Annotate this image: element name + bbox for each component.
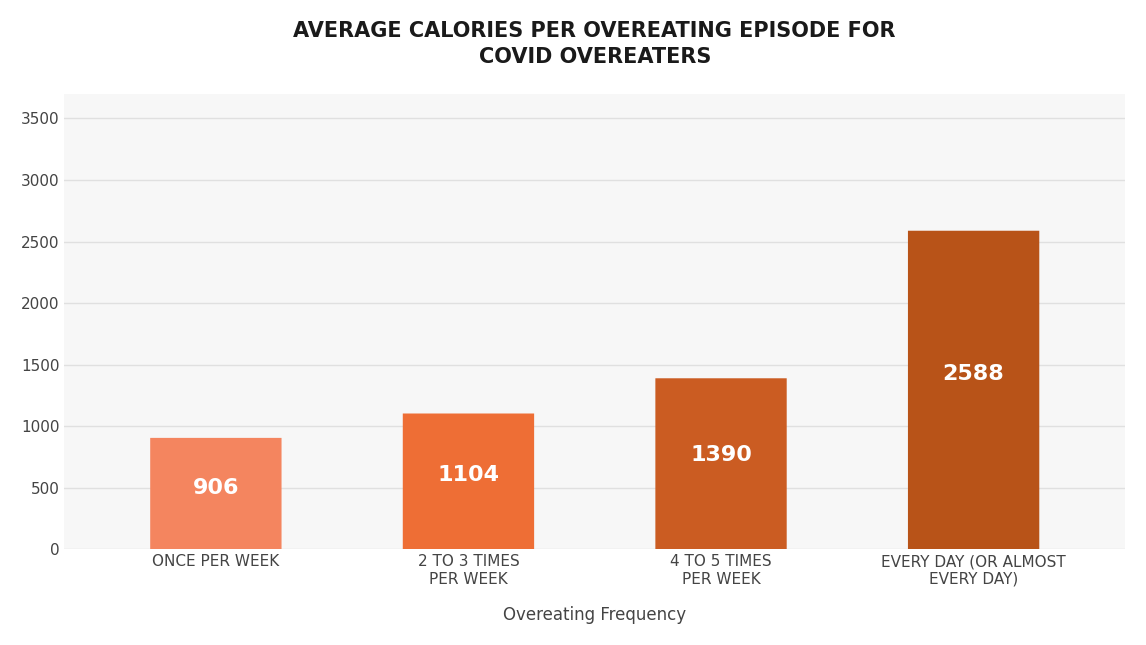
FancyBboxPatch shape <box>908 231 1039 550</box>
X-axis label: Overeating Frequency: Overeating Frequency <box>503 606 686 624</box>
Title: AVERAGE CALORIES PER OVEREATING EPISODE FOR
COVID OVEREATERS: AVERAGE CALORIES PER OVEREATING EPISODE … <box>293 21 896 67</box>
Text: 906: 906 <box>193 478 240 498</box>
Text: 1390: 1390 <box>690 445 752 465</box>
FancyBboxPatch shape <box>150 438 282 550</box>
Text: 1104: 1104 <box>438 464 500 484</box>
FancyBboxPatch shape <box>656 378 786 550</box>
Text: 2588: 2588 <box>943 364 1005 384</box>
FancyBboxPatch shape <box>402 413 534 550</box>
